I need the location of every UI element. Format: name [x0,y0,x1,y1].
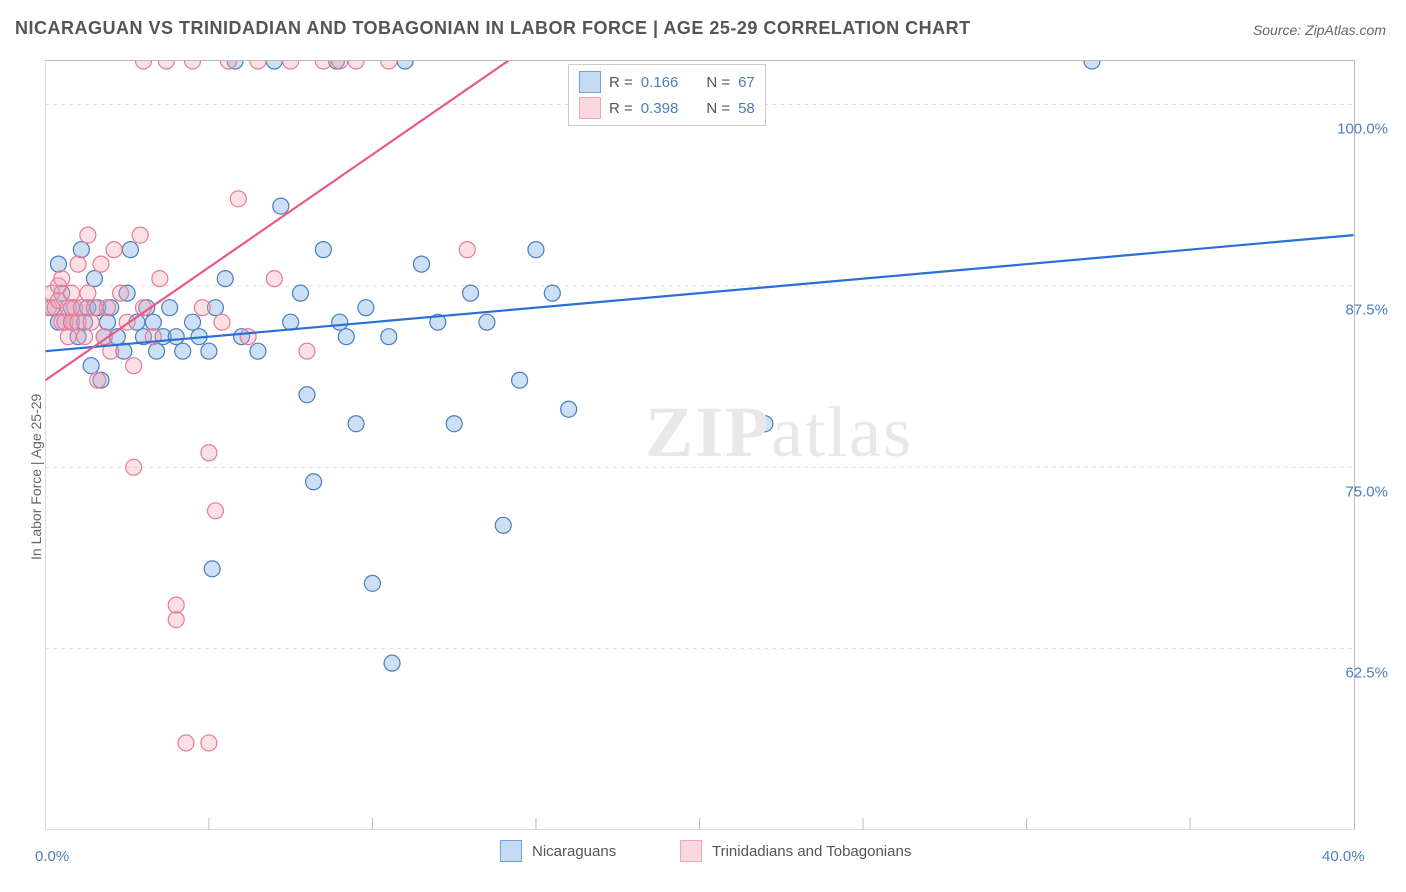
legend-label: Nicaraguans [532,843,616,860]
y-tick-label: 62.5% [1345,665,1388,682]
chart-svg [45,61,1354,830]
legend-swatch-pink [579,97,601,119]
legend-label: Trinidadians and Tobagonians [712,843,911,860]
y-tick-label: 75.0% [1345,483,1388,500]
stats-legend-row: R = 0.398 N = 58 [579,95,755,121]
n-label: N = [706,74,730,91]
legend-swatch-blue [500,840,522,862]
y-axis-label: In Labor Force | Age 25-29 [28,394,44,560]
y-tick-label: 87.5% [1345,302,1388,319]
legend-swatch-pink [680,840,702,862]
n-label: N = [706,100,730,117]
x-tick-label: 0.0% [35,848,69,865]
r-value: 0.398 [641,100,679,117]
n-value: 67 [738,74,755,91]
bottom-legend-1: Nicaraguans [500,840,616,862]
source-attribution: Source: ZipAtlas.com [1253,22,1386,38]
r-value: 0.166 [641,74,679,91]
legend-swatch-blue [579,71,601,93]
stats-legend-row: R = 0.166 N = 67 [579,69,755,95]
r-label: R = [609,74,633,91]
y-tick-label: 100.0% [1337,120,1388,137]
n-value: 58 [738,100,755,117]
stats-legend: R = 0.166 N = 67 R = 0.398 N = 58 [568,64,766,126]
x-tick-label: 40.0% [1322,848,1365,865]
r-label: R = [609,100,633,117]
chart-title: NICARAGUAN VS TRINIDADIAN AND TOBAGONIAN… [15,18,971,39]
plot-area: ZIPatlas R = 0.166 N = 67 R = 0.398 N = … [45,60,1355,830]
bottom-legend-2: Trinidadians and Tobagonians [680,840,911,862]
